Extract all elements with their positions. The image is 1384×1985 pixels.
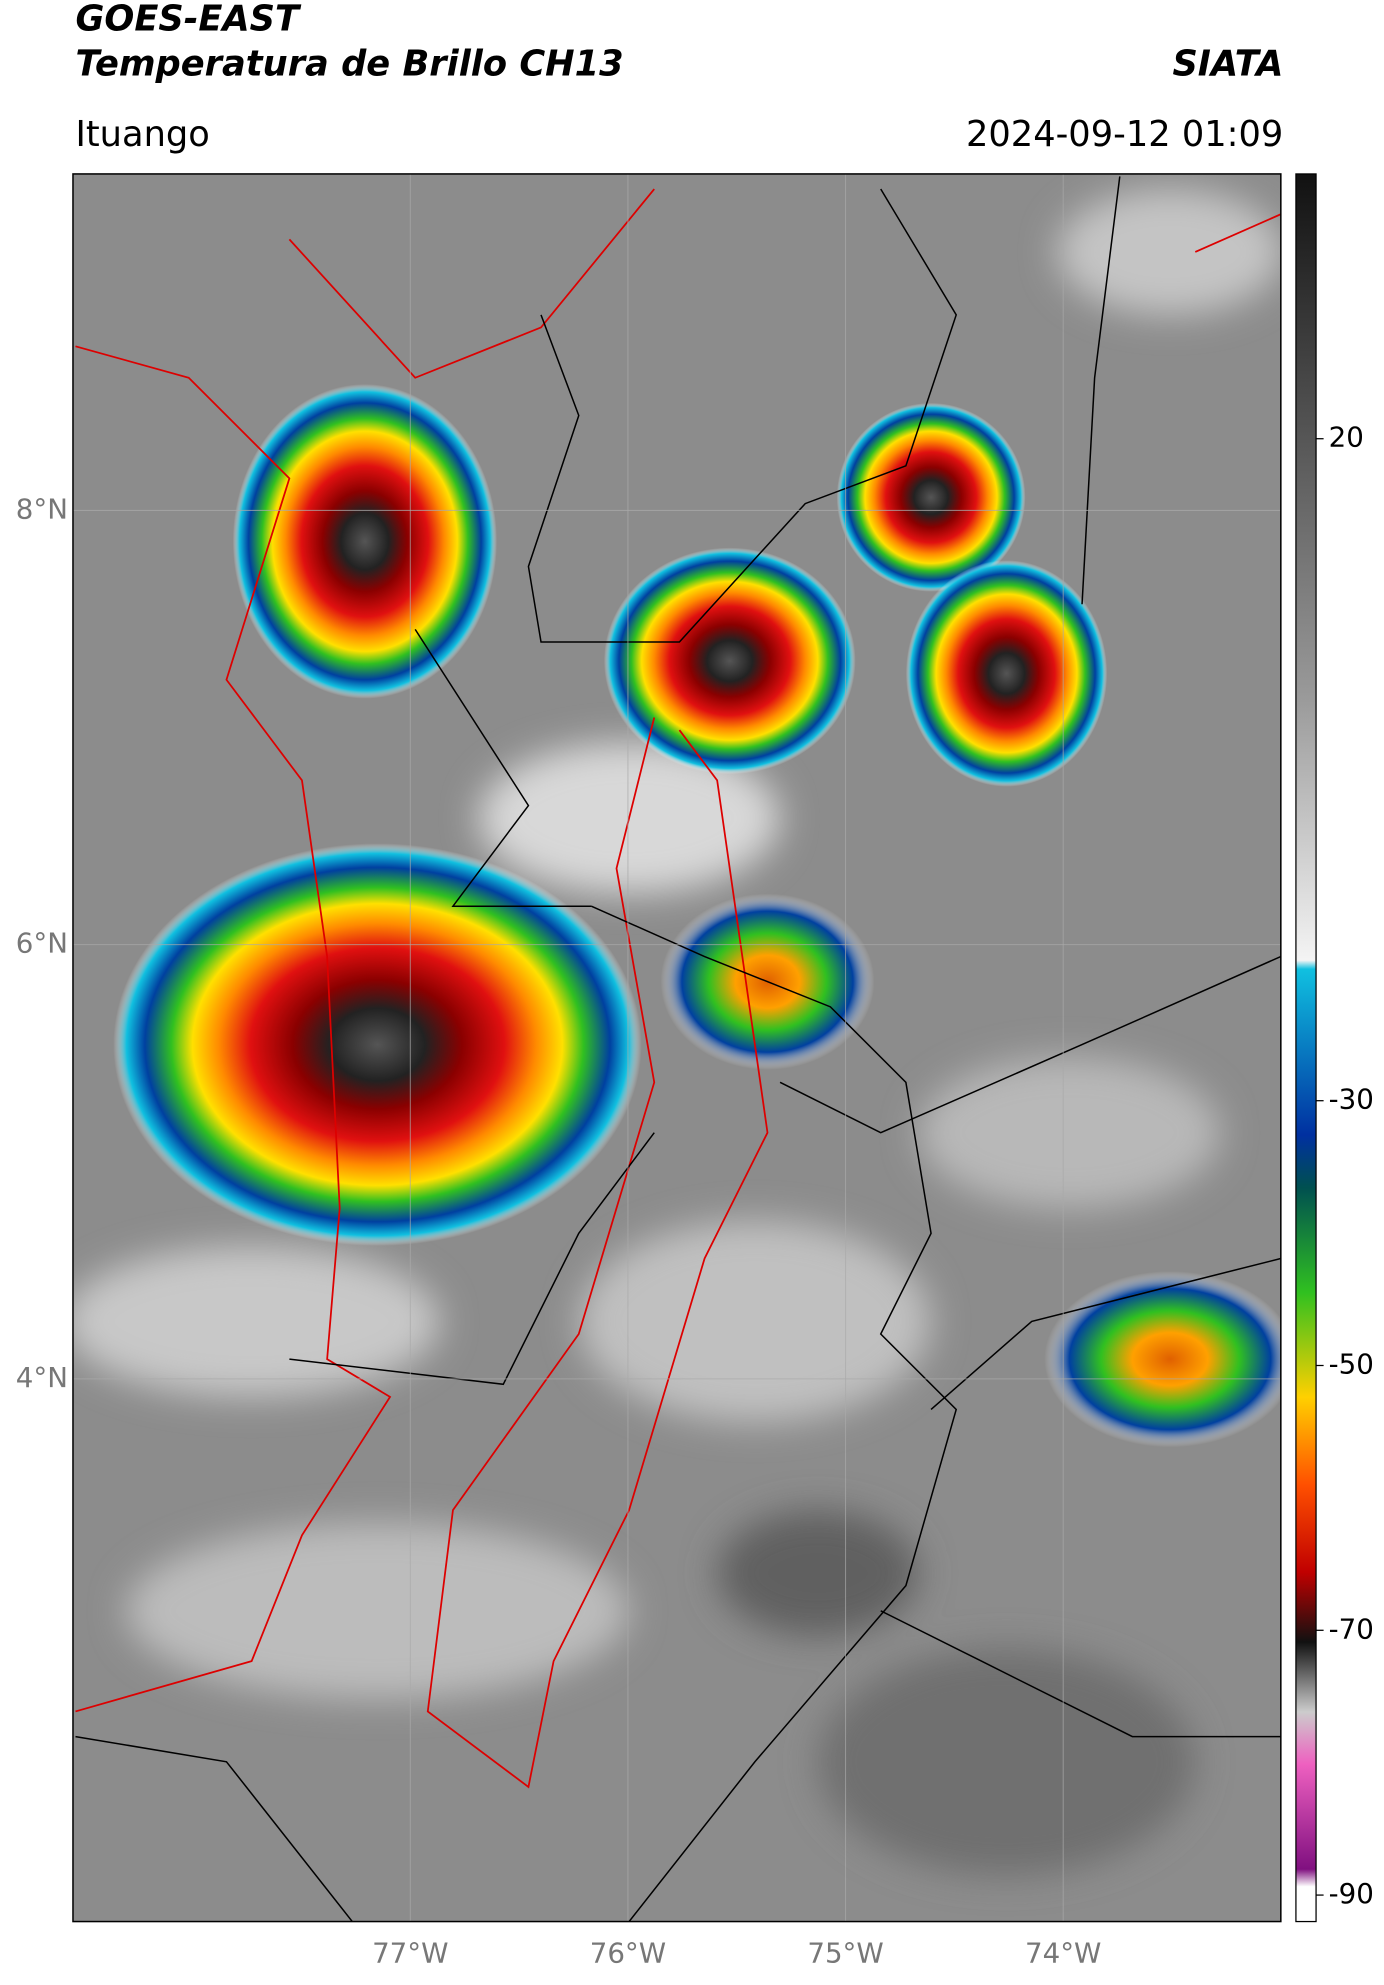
colorbar-tick-label: -90 [1329, 1877, 1374, 1910]
colorbar-tick-label: 20 [1329, 421, 1364, 454]
source: SIATA [1172, 44, 1283, 85]
borders [75, 176, 1281, 1922]
colorbar-tick-label: -30 [1329, 1083, 1374, 1116]
map-frame [72, 173, 1282, 1923]
subtitle: Temperatura de Brillo CH13 [75, 44, 623, 85]
x-tick-label: 75°W [807, 1936, 883, 1969]
title: GOES-EAST [75, 0, 302, 39]
graticule [72, 173, 1281, 1922]
storm-cells [113, 384, 1281, 1448]
datetime: 2024-09-12 01:09 [966, 114, 1283, 155]
ticks: 77°W 76°W 75°W 74°W 8°N 6°N 4°N 20 -30 -50 -70 -90 [16, 421, 1374, 1970]
satellite-image [72, 173, 1281, 1922]
colorbar-tick-label: -70 [1329, 1612, 1374, 1645]
y-tick-label: 4°N [16, 1361, 68, 1394]
y-tick-label: 8°N [16, 492, 68, 525]
location: Ituango [75, 114, 209, 155]
x-tick-label: 76°W [590, 1936, 666, 1969]
y-tick-label: 6°N [16, 927, 68, 960]
cloud-texture [72, 189, 1281, 1876]
colorbar [1295, 173, 1317, 1923]
x-tick-label: 77°W [372, 1936, 448, 1969]
x-tick-label: 74°W [1025, 1936, 1101, 1969]
coastline [75, 188, 1281, 1789]
colorbar-tick-label: -50 [1329, 1347, 1374, 1380]
